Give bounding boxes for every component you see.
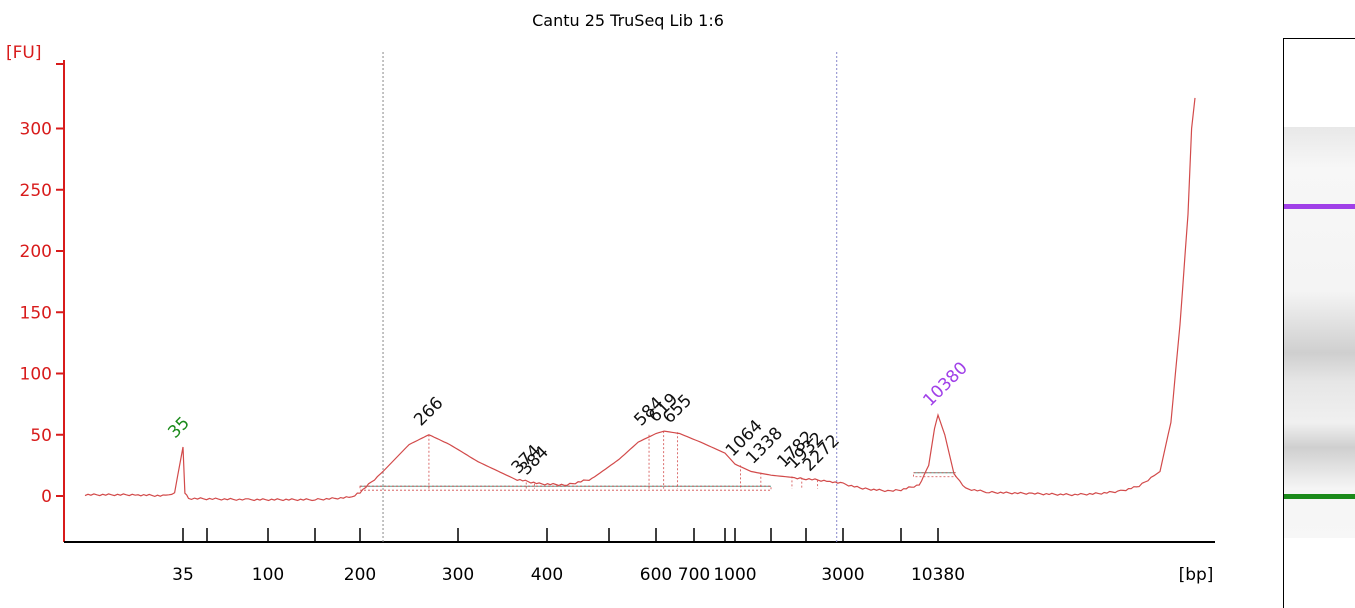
peak-label: 266 — [410, 393, 447, 430]
y-tick-label: 150 — [20, 303, 52, 323]
y-axis: 0 50 100 150 200 250 300 — [20, 60, 65, 542]
integration-area — [913, 472, 956, 478]
peak-label: 10380 — [919, 358, 971, 410]
x-tick-label: 100 — [252, 565, 284, 585]
y-tick-label: 0 — [41, 487, 52, 507]
integration-area — [359, 485, 772, 491]
x-tick-label: 1000 — [713, 565, 756, 585]
y-tick-label: 300 — [20, 120, 52, 140]
x-tick-label: 10380 — [911, 565, 965, 585]
y-tick-label: 250 — [20, 181, 52, 201]
gel-band-upper-marker — [1284, 204, 1355, 209]
y-tick-label: 50 — [30, 426, 52, 446]
trace-line — [84, 97, 1196, 502]
y-tick-label: 100 — [20, 365, 52, 385]
gel-image — [1283, 38, 1355, 608]
x-tick-label: 3000 — [821, 565, 864, 585]
chart-title: Cantu 25 TruSeq Lib 1:6 — [532, 11, 724, 30]
x-axis-label: [bp] — [1179, 565, 1214, 585]
x-tick-label: 35 — [172, 565, 194, 585]
peak-labels: 35 26637438458461965510641338178219322272… — [164, 358, 972, 489]
x-tick-label: 400 — [531, 565, 563, 585]
y-tick-label: 200 — [20, 242, 52, 262]
electropherogram-chart: Cantu 25 TruSeq Lib 1:6 [FU] [bp] 0 50 100… — [6, 11, 1215, 585]
x-axis: 35 100 200 300 400 600 700 1000 3000 10380 — [64, 528, 1215, 585]
peak-baselines — [359, 472, 956, 491]
gel-lane-background — [1284, 127, 1355, 538]
y-axis-label: [FU] — [6, 43, 42, 63]
x-tick-label: 600 — [640, 565, 672, 585]
x-tick-label: 200 — [344, 565, 376, 585]
x-tick-label: 300 — [442, 565, 474, 585]
x-tick-label: 700 — [678, 565, 710, 585]
region-cursors — [382, 52, 838, 542]
gel-band-lower-marker — [1284, 494, 1355, 500]
trace — [84, 97, 1196, 502]
peak-label: 35 — [164, 413, 193, 442]
